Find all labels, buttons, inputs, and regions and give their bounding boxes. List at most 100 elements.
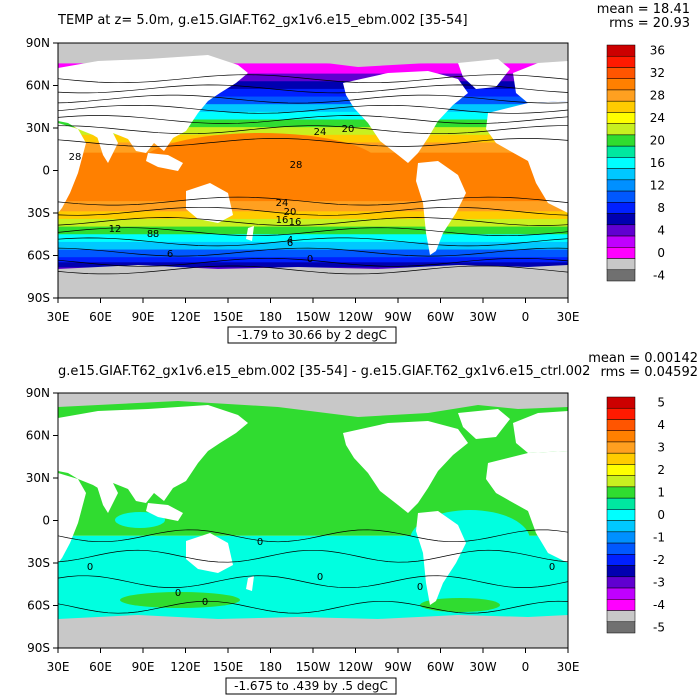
lon-tick-label: 30E	[557, 310, 580, 324]
lon-tick-label: 60W	[427, 310, 454, 324]
colorbar-swatch	[606, 610, 636, 623]
contour-label: 12	[109, 224, 122, 235]
colorbar-swatch	[606, 441, 636, 454]
lon-tick-label: 120E	[170, 310, 201, 324]
lat-tick-label: 30N	[26, 471, 50, 485]
colorbar-swatch	[606, 464, 636, 476]
contour-label: 28	[290, 160, 303, 171]
colorbar-swatch	[606, 44, 636, 57]
colorbar-label: 5	[657, 396, 665, 410]
lat-tick-label: 90S	[27, 291, 50, 305]
top-range-box: -1.79 to 30.66 by 2 degC	[227, 326, 397, 344]
colorbar-swatch	[606, 531, 636, 544]
lat-tick-label: 60N	[26, 429, 50, 443]
colorbar-swatch	[606, 78, 636, 91]
contour-label: 28	[69, 152, 82, 163]
colorbar-label: 12	[650, 178, 665, 192]
lon-tick-label: 150W	[296, 310, 331, 324]
colorbar-swatch	[606, 452, 636, 465]
contour-label: 0	[307, 254, 313, 265]
colorbar-swatch	[606, 497, 636, 510]
colorbar-swatch	[606, 486, 636, 499]
contour-label: 0	[175, 588, 181, 599]
colorbar-label: -2	[653, 553, 665, 567]
lat-tick-label: 0	[42, 164, 50, 178]
lat-tick-label: 30S	[27, 556, 50, 570]
bottom-colorbar: 5 4 3 2 1 0 -1 -2 -3 -4 -5	[606, 396, 665, 634]
top-rms: rms = 20.93	[609, 16, 690, 31]
colorbar-label: 4	[657, 223, 665, 237]
bottom-panel: g.e15.GIAF.T62_gx1v6.e15_ebm.002 [35-54]…	[26, 351, 698, 695]
bottom-rms: rms = 0.04592	[601, 365, 698, 380]
bottom-mean: mean = 0.00142	[588, 351, 698, 366]
colorbar-swatch	[606, 145, 636, 158]
colorbar-swatch	[606, 509, 636, 521]
lon-tick-label: 150E	[213, 660, 244, 674]
lon-tick-label: 30E	[557, 660, 580, 674]
colorbar-label: 3	[657, 441, 665, 455]
lat-tick-label: 30N	[26, 121, 50, 135]
contour-label: 6	[287, 238, 293, 249]
bottom-axes: 90N 60N 30N 0 30S 60S 90S 30E 60E 90E 120E 150E 180 1…	[26, 386, 580, 674]
colorbar-label: 24	[650, 111, 665, 125]
contour-label: 0	[317, 572, 323, 583]
colorbar-swatch	[606, 396, 636, 409]
bottom-contours	[58, 529, 568, 614]
contour-label: 8	[153, 229, 159, 240]
colorbar-label: -3	[653, 575, 665, 589]
lat-tick-label: 60S	[27, 249, 50, 263]
bottom-contour-labels: 0 0 0 0 0 0 0	[87, 537, 555, 608]
colorbar-label: 16	[650, 156, 665, 170]
lon-tick-label: 60E	[89, 660, 112, 674]
bottom-range-text: -1.675 to .439 by .5 degC	[234, 679, 388, 693]
colorbar-label: 20	[650, 134, 665, 148]
colorbar-label: 4	[657, 418, 665, 432]
colorbar-swatch	[606, 67, 636, 79]
colorbar-label: 0	[657, 508, 665, 522]
colorbar-label: 36	[650, 44, 665, 58]
lon-tick-label: 150E	[213, 310, 244, 324]
contour-label: 20	[284, 207, 297, 218]
lon-tick-label: 0	[522, 310, 530, 324]
top-panel: TEMP at z= 5.0m, g.e15.GIAF.T62_gx1v6.e1…	[26, 2, 690, 344]
colorbar-swatch	[606, 576, 636, 589]
colorbar-swatch	[606, 190, 636, 203]
colorbar-swatch	[606, 134, 636, 147]
colorbar-swatch	[606, 269, 636, 282]
colorbar-swatch	[606, 419, 636, 431]
colorbar-label: -4	[653, 598, 665, 612]
lat-tick-label: 60N	[26, 79, 50, 93]
colorbar-swatch	[606, 565, 636, 578]
colorbar-swatch	[606, 89, 636, 102]
contour-label: 0	[549, 562, 555, 573]
colorbar-swatch	[606, 224, 636, 237]
lon-tick-label: 150W	[296, 660, 331, 674]
bottom-map: 0 0 0 0 0 0 0	[58, 393, 568, 648]
contour-label: 24	[314, 127, 327, 138]
top-range-text: -1.79 to 30.66 by 2 degC	[237, 328, 387, 342]
lon-tick-label: 30W	[469, 310, 496, 324]
colorbar-swatch	[606, 599, 636, 611]
lon-tick-label: 30E	[47, 310, 70, 324]
lat-tick-label: 60S	[27, 599, 50, 613]
lat-tick-label: 90N	[26, 386, 50, 400]
colorbar-swatch	[606, 407, 636, 420]
colorbar-swatch	[606, 123, 636, 136]
lon-tick-label: 90E	[132, 310, 155, 324]
top-mean: mean = 18.41	[597, 2, 690, 17]
contour-label: 0	[87, 562, 93, 573]
lon-tick-label: 60W	[427, 660, 454, 674]
colorbar-swatch	[606, 554, 636, 566]
lon-tick-label: 0	[522, 660, 530, 674]
lon-tick-label: 90E	[132, 660, 155, 674]
colorbar-label: 8	[657, 201, 665, 215]
contour-label: 20	[342, 124, 355, 135]
colorbar-swatch	[606, 247, 636, 259]
colorbar-label: 1	[657, 486, 665, 500]
contour-label: 0	[202, 597, 208, 608]
contour-label: 12	[37, 221, 50, 232]
colorbar-label: 28	[650, 89, 665, 103]
colorbar-swatch	[606, 235, 636, 248]
